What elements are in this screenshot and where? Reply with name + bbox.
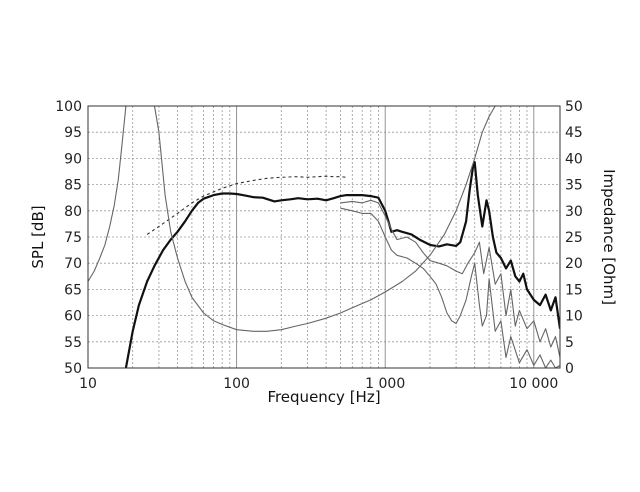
y-tick-label: 70 (64, 256, 82, 272)
y-tick-label: 80 (64, 204, 82, 220)
y2-tick-label: 40 (565, 151, 583, 167)
y2-tick-label: 25 (565, 230, 583, 246)
spl-curve-3 (340, 207, 560, 368)
impedance-curve (88, 106, 501, 332)
y2-tick-label: 35 (565, 178, 583, 194)
x-tick-label: 1 000 (365, 376, 405, 392)
y-tick-labels: 50 55 60 65 70 75 80 85 90 95 100 (55, 99, 82, 377)
y-tick-label: 55 (64, 335, 82, 351)
y2-tick-label: 20 (565, 256, 583, 272)
plot-frame (87, 105, 561, 369)
y-axis-label: SPL [dB] (29, 205, 47, 268)
y-tick-label: 75 (64, 230, 82, 246)
y2-tick-label: 45 (565, 125, 583, 141)
plot-area (88, 106, 560, 368)
y-tick-label: 65 (64, 282, 82, 298)
y2-tick-label: 0 (565, 361, 574, 377)
y2-axis-label: Impedance [Ohm] (600, 169, 618, 305)
y2-tick-label: 10 (565, 309, 583, 325)
spl-curve-2 (340, 199, 560, 358)
y2-tick-label: 5 (565, 335, 574, 351)
spl-curve-1 (124, 161, 560, 368)
y-tick-label: 95 (64, 125, 82, 141)
x-tick-label: 100 (223, 376, 250, 392)
x-tick-labels: 10 100 1 000 10 000 (79, 376, 558, 392)
spl-curve-4 (146, 175, 347, 235)
y2-tick-label: 30 (565, 204, 583, 220)
y-tick-label: 90 (64, 151, 82, 167)
y-tick-label: 50 (64, 361, 82, 377)
y2-tick-labels: 0 5 10 15 20 25 30 35 40 45 50 (565, 99, 583, 377)
y-tick-label: 85 (64, 178, 82, 194)
x-axis-label: Frequency [Hz] (267, 388, 380, 406)
y2-tick-label: 15 (565, 282, 583, 298)
y-tick-label: 60 (64, 309, 82, 325)
y2-tick-label: 50 (565, 99, 583, 115)
x-tick-label: 10 000 (509, 376, 558, 392)
y-tick-label: 100 (55, 99, 82, 115)
x-tick-label: 10 (79, 376, 97, 392)
